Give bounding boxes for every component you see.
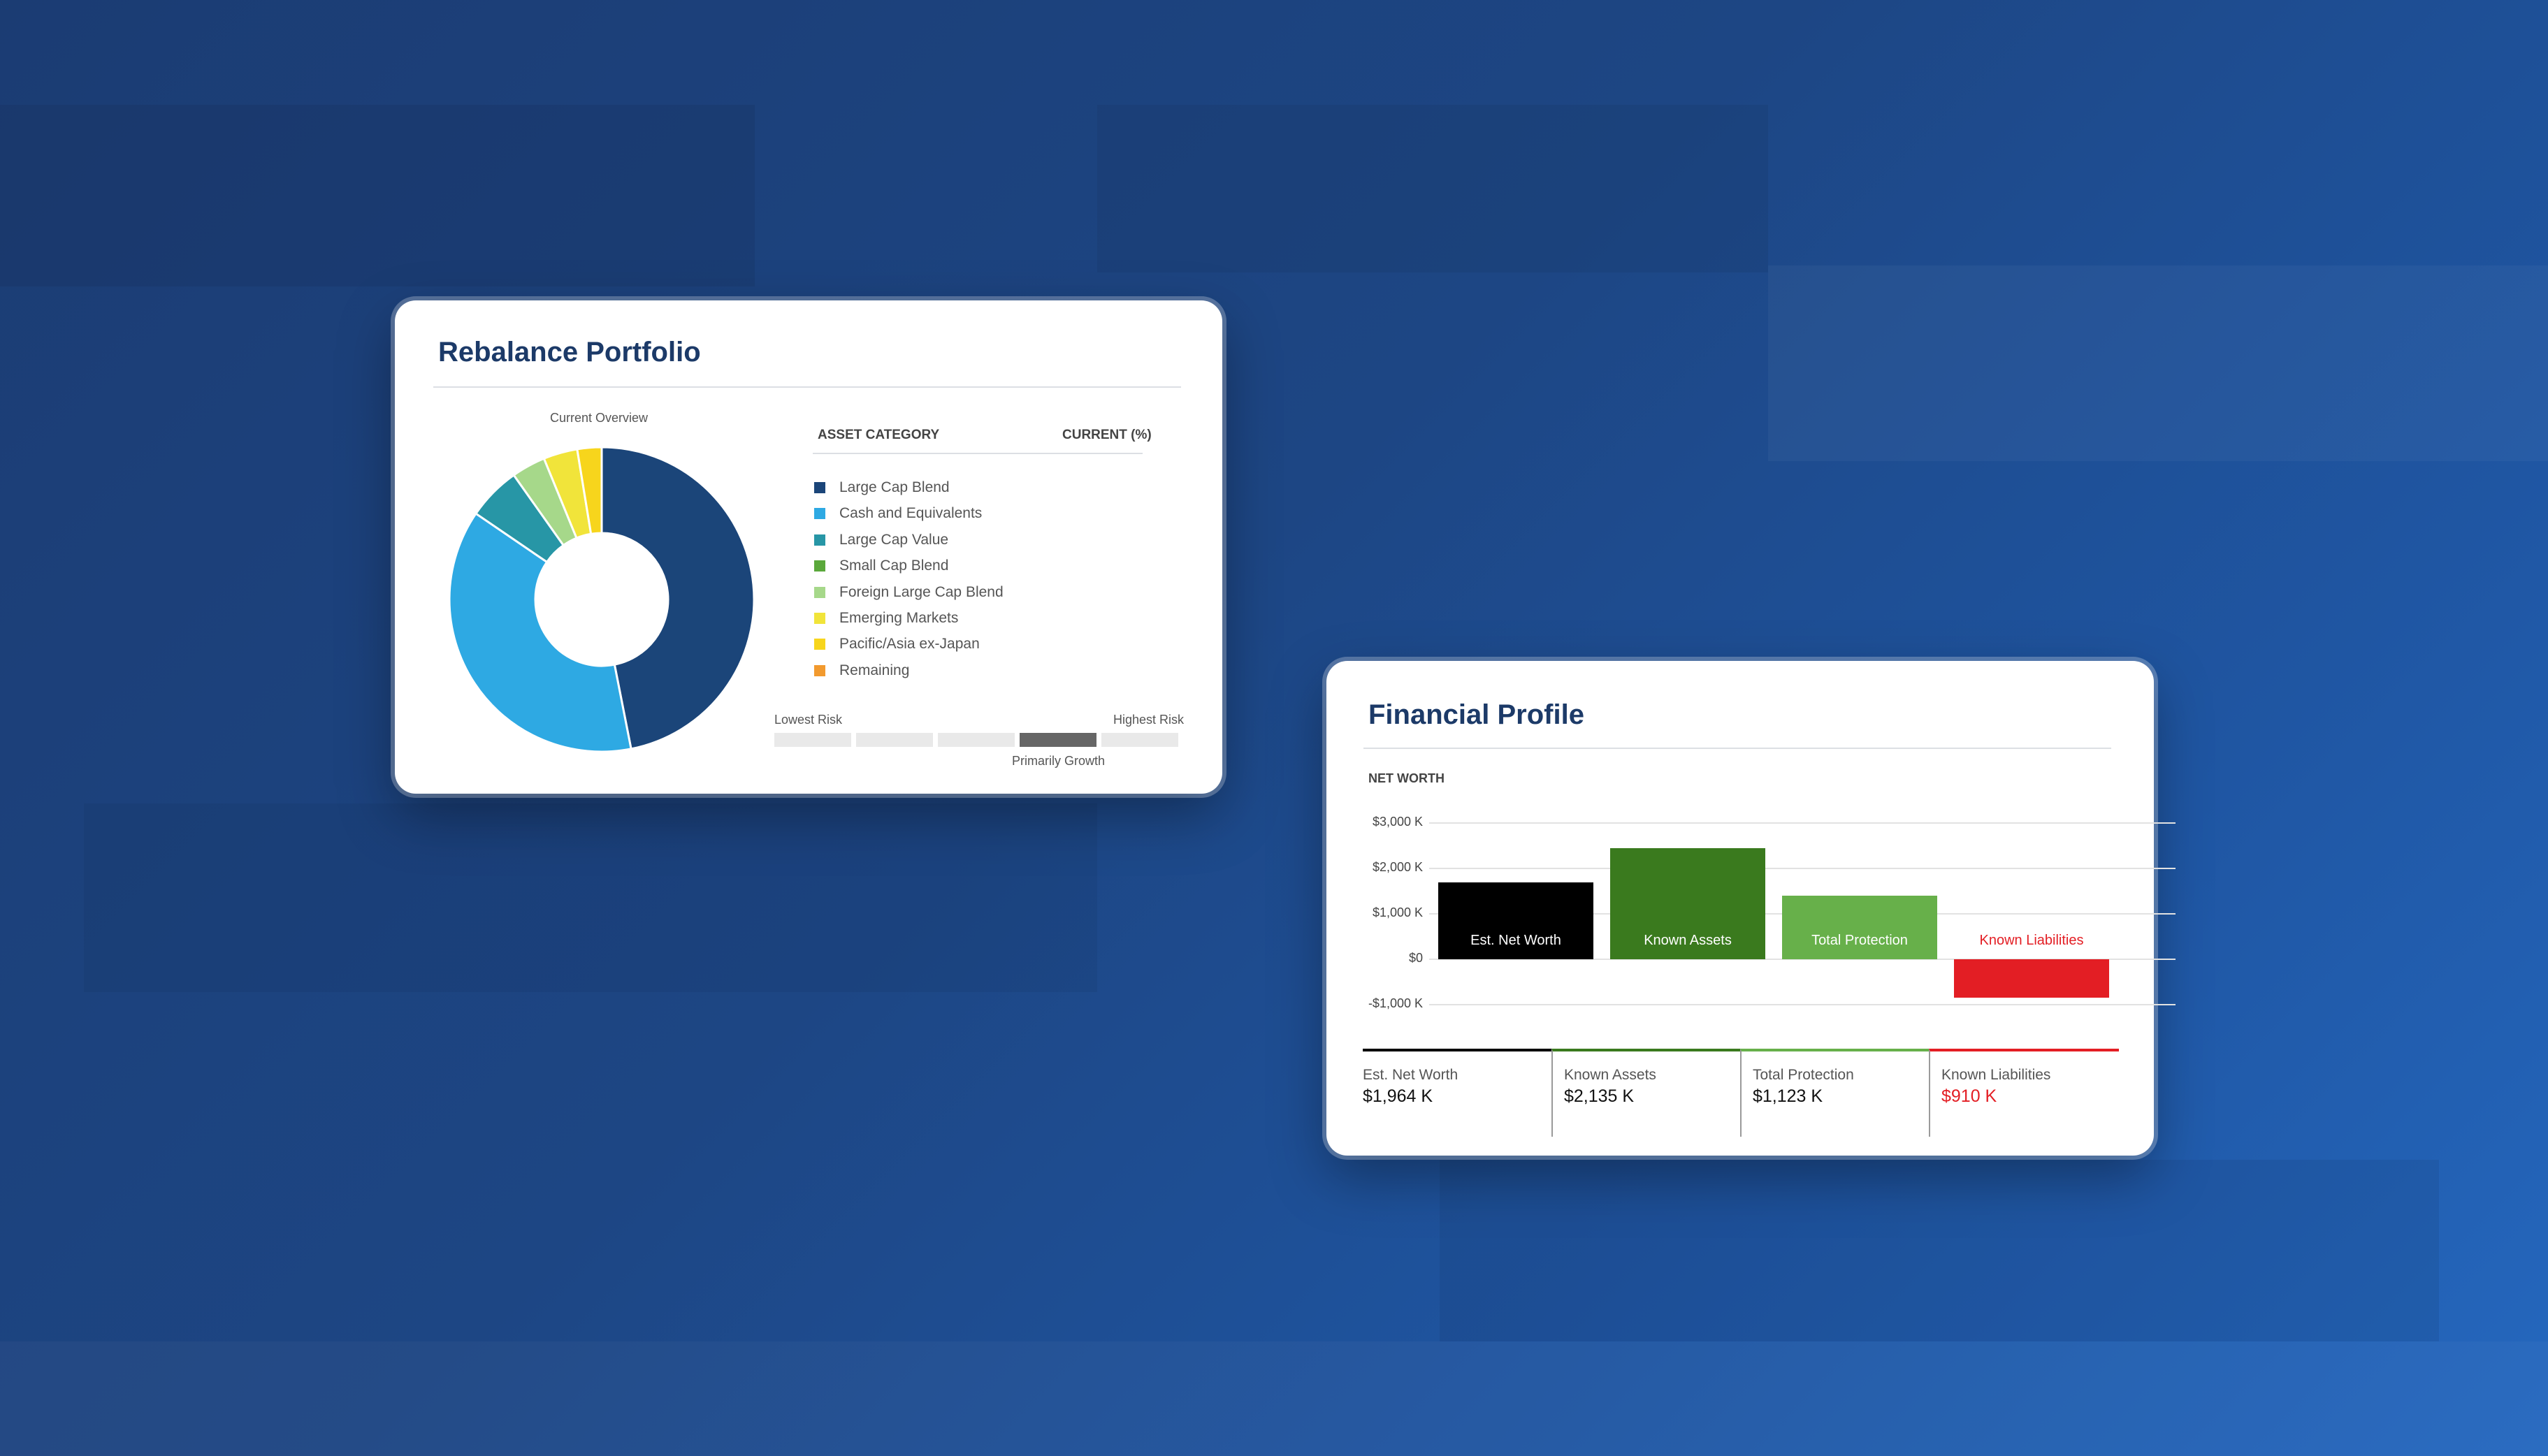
background-tile bbox=[84, 803, 1097, 992]
summary-value: $910 K bbox=[1941, 1086, 1997, 1106]
gridline bbox=[1429, 1004, 2176, 1005]
summary-label: Known Liabilities bbox=[1941, 1067, 2051, 1083]
summary-column: Total Protection $1,123 K bbox=[1740, 1049, 1930, 1137]
card-title: Financial Profile bbox=[1368, 699, 1584, 730]
legend-item: Emerging Markets bbox=[814, 608, 958, 629]
legend-label: Pacific/Asia ex-Japan bbox=[839, 636, 980, 653]
bar-label: Total Protection bbox=[1811, 933, 1908, 948]
legend-item: Large Cap Value bbox=[814, 530, 948, 551]
risk-segment bbox=[1101, 733, 1178, 747]
legend-label: Remaining bbox=[839, 662, 910, 678]
bar-label: Est. Net Worth bbox=[1470, 933, 1561, 948]
risk-selected-label: Primarily Growth bbox=[1012, 754, 1106, 768]
legend-item: Foreign Large Cap Blend bbox=[814, 582, 1004, 603]
y-tick-label: $1,000 K bbox=[1372, 905, 1423, 919]
legend-swatch bbox=[814, 613, 825, 624]
legend-swatch bbox=[814, 664, 825, 676]
legend-label: Large Cap Blend bbox=[839, 479, 950, 495]
legend-swatch bbox=[814, 534, 825, 546]
bar-known-assets bbox=[1610, 847, 1765, 959]
highest-risk-label: Highest Risk bbox=[1113, 713, 1185, 727]
y-tick-label: $3,000 K bbox=[1372, 815, 1423, 829]
gridline bbox=[1429, 822, 2176, 824]
bar-label: Known Liabilities bbox=[1979, 933, 2084, 948]
background-tile bbox=[0, 105, 755, 286]
chart-caption: Current Overview bbox=[550, 411, 649, 425]
risk-segment bbox=[856, 733, 933, 747]
legend-swatch bbox=[814, 560, 825, 572]
divider bbox=[1363, 748, 2111, 749]
summary-label: Est. Net Worth bbox=[1363, 1067, 1458, 1083]
legend-item: Large Cap Blend bbox=[814, 477, 950, 498]
background-tile bbox=[1097, 105, 1768, 272]
bar-label: Known Assets bbox=[1644, 933, 1732, 948]
bar-est-net-worth bbox=[1438, 882, 1593, 959]
donut-chart bbox=[448, 446, 755, 753]
bar-total-protection bbox=[1782, 896, 1937, 959]
donut-slice-pacific-asia-ex-japan bbox=[576, 446, 603, 535]
y-tick-label: $0 bbox=[1408, 951, 1423, 965]
asset-category-header: ASSET CATEGORY bbox=[818, 428, 940, 442]
net-worth-label: NET WORTH bbox=[1368, 771, 1445, 785]
summary-label: Known Assets bbox=[1564, 1067, 1656, 1083]
legend-item: Pacific/Asia ex-Japan bbox=[814, 634, 980, 655]
summary-value: $1,964 K bbox=[1363, 1086, 1433, 1106]
lowest-risk-label: Lowest Risk bbox=[774, 713, 843, 727]
net-worth-bar-chart: $3,000 K $2,000 K $1,000 K $0 -$1,000 K Est. … bbox=[1326, 661, 2176, 1038]
card-title: Rebalance Portfolio bbox=[438, 337, 701, 367]
legend-item: Remaining bbox=[814, 660, 909, 681]
risk-segment-selected bbox=[1020, 733, 1096, 747]
legend-label: Large Cap Value bbox=[839, 531, 949, 548]
legend-item: Cash and Equivalents bbox=[814, 503, 982, 524]
legend-swatch bbox=[814, 639, 825, 650]
donut-slice-cash-and-equivalents bbox=[448, 511, 632, 753]
legend-swatch bbox=[814, 508, 825, 520]
legend-label: Small Cap Blend bbox=[839, 558, 949, 574]
donut-slice-large-cap-blend bbox=[600, 446, 755, 750]
legend-label: Cash and Equivalents bbox=[839, 505, 983, 522]
background-tile bbox=[1768, 265, 2548, 461]
background-tile bbox=[0, 1341, 2548, 1456]
legend-swatch bbox=[814, 586, 825, 598]
y-tick-label: $2,000 K bbox=[1372, 860, 1423, 874]
table-header-rule bbox=[813, 453, 1143, 454]
summary-label: Total Protection bbox=[1753, 1067, 1854, 1083]
summary-value: $2,135 K bbox=[1564, 1086, 1635, 1106]
legend-label: Foreign Large Cap Blend bbox=[839, 583, 1004, 600]
gridline bbox=[1429, 868, 2176, 869]
legend-item: Small Cap Blend bbox=[814, 555, 948, 576]
summary-value: $1,123 K bbox=[1753, 1086, 1823, 1106]
divider bbox=[433, 386, 1181, 388]
gridline bbox=[1429, 959, 2176, 960]
bar-known-liabilities bbox=[1954, 959, 2109, 998]
summary-column: Known Liabilities $910 K bbox=[1929, 1049, 2119, 1137]
rebalance-portfolio-card: Rebalance Portfolio Current Overview ASS… bbox=[395, 300, 1222, 794]
financial-profile-card: Financial Profile NET WORTH $3,000 K $2,0… bbox=[1326, 661, 2176, 1156]
summary-column: Est. Net Worth $1,964 K bbox=[1363, 1049, 1551, 1137]
legend-swatch bbox=[814, 482, 825, 493]
y-tick-label: -$1,000 K bbox=[1368, 996, 1423, 1010]
risk-segment bbox=[774, 733, 851, 747]
legend-label: Emerging Markets bbox=[839, 610, 959, 626]
current-percent-header: CURRENT (%) bbox=[1062, 428, 1152, 442]
background-tile bbox=[1440, 1160, 2439, 1341]
risk-segment bbox=[938, 733, 1015, 747]
summary-column: Known Assets $2,135 K bbox=[1551, 1049, 1742, 1137]
